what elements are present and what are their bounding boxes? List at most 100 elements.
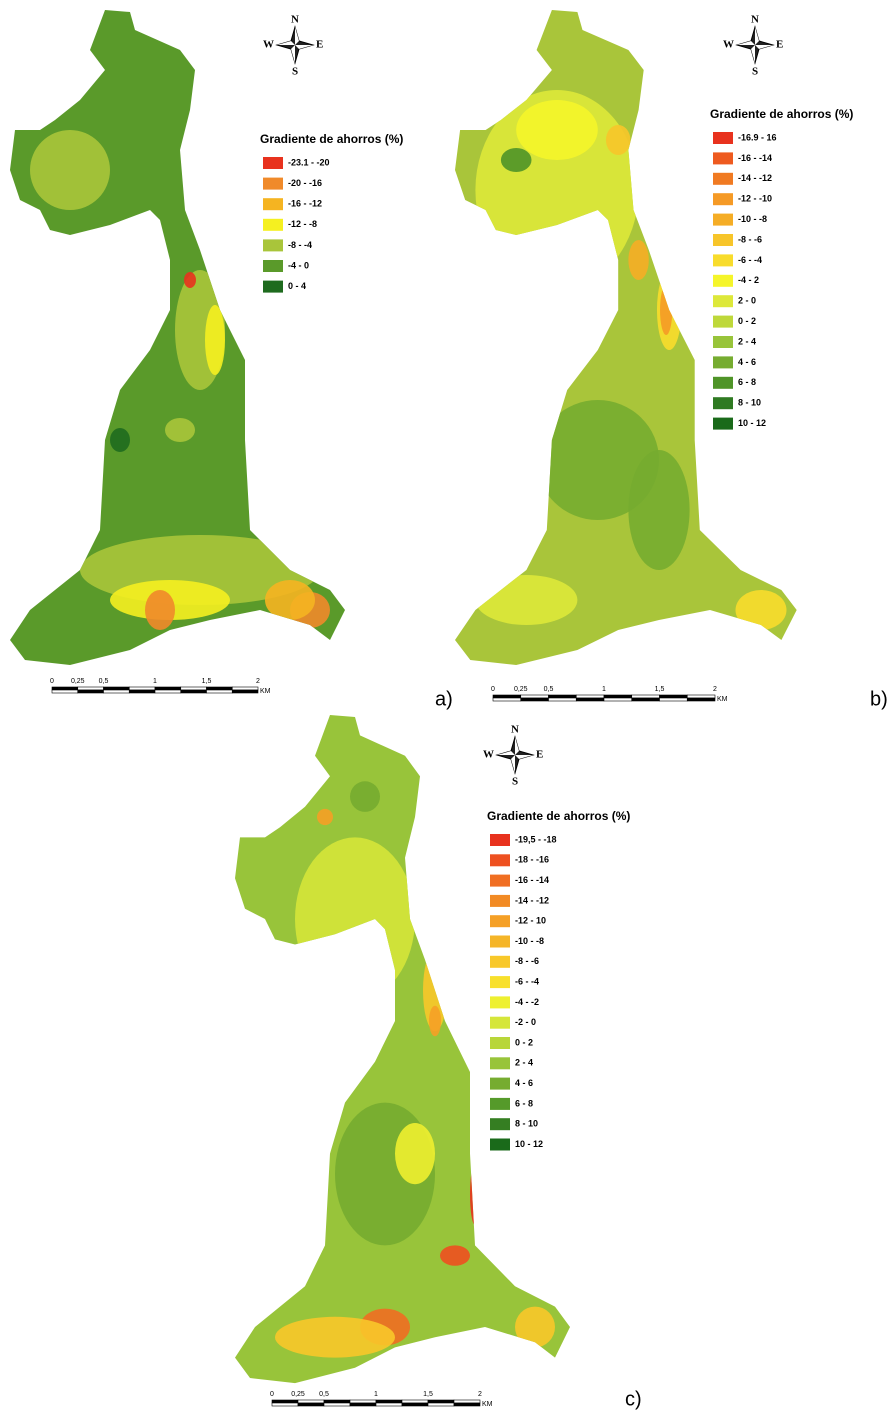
zone [295,837,415,1000]
legend-swatch [490,1057,510,1069]
legend-swatch [713,254,733,266]
panel-label: c) [625,1388,642,1410]
scale-segment [272,1400,298,1403]
scale-segment [521,698,549,701]
scale-label: 1 [602,686,606,693]
scale-segment [493,698,521,701]
legend-swatch [713,234,733,246]
scale-segment [129,690,155,693]
legend-swatch [713,152,733,164]
legend-swatch [263,219,283,231]
scale-label: 1,5 [202,678,212,685]
legend-label: 10 - 12 [515,1139,543,1149]
legend-label: 4 - 6 [738,357,756,367]
scale-segment [428,1400,454,1403]
legend-swatch [713,397,733,409]
legend-swatch [263,178,283,190]
zone [205,305,225,375]
scale-segment [454,1400,480,1403]
legend-swatch [490,936,510,948]
panel-label: b) [870,688,888,710]
scale-segment [272,1403,298,1406]
legend-label: -16.9 - 16 [738,132,777,142]
scale-segment [52,690,78,693]
zone [628,240,648,280]
legend-swatch [490,834,510,846]
zone [501,148,532,172]
legend-label: 0 - 2 [515,1037,533,1047]
zone [265,580,315,620]
zone [165,418,195,442]
legend-swatch [490,1078,510,1090]
scale-segment [298,1403,324,1406]
legend-label: -12 - -8 [288,219,317,229]
legend-swatch [713,173,733,185]
figure: NSWEGradiente de ahorros (%)-23.1 - -20-… [0,0,893,1414]
legend-label: 8 - 10 [515,1119,538,1129]
legend-label: -16 - -12 [288,199,322,209]
legend-swatch [490,1139,510,1151]
legend-title: Gradiente de ahorros (%) [710,107,853,121]
scale-segment [78,687,104,690]
legend-swatch [490,895,510,907]
compass-s: S [292,66,298,78]
scale-label: 0,5 [319,1391,329,1398]
legend-label: 6 - 8 [738,377,756,387]
legend-label: -20 - -16 [288,178,322,188]
compass-n: N [751,14,759,26]
scale-segment [660,695,688,698]
scale-label: KM [260,688,271,695]
legend-label: 2 - 4 [515,1058,533,1068]
compass-s: S [752,66,758,78]
scale-segment [549,695,577,698]
scale-segment [52,687,78,690]
legend-swatch [713,132,733,144]
zone [395,1123,435,1184]
scale-segment [402,1400,428,1403]
zone [184,272,196,288]
zone [440,1245,470,1265]
legend-label: -8 - -6 [515,956,539,966]
legend-swatch [263,157,283,169]
legend-swatch [713,214,733,226]
zone [470,1164,480,1225]
scale-segment [549,698,577,701]
legend-label: 0 - 2 [738,316,756,326]
legend-label: -12 - 10 [515,916,546,926]
legend-label: -19,5 - -18 [515,834,557,844]
scale-segment [207,690,233,693]
zone [30,130,110,210]
legend-swatch [490,875,510,887]
legend-label: -4 - -2 [515,997,539,1007]
legend-label: -12 - -10 [738,194,772,204]
legend-swatch [490,915,510,927]
zone [515,1307,555,1348]
scale-label: 2 [713,686,717,693]
legend-label: 10 - 12 [738,418,766,428]
scale-segment [521,695,549,698]
scale-segment [129,687,155,690]
scale-segment [155,687,181,690]
zone [317,809,333,825]
scale-segment [632,695,660,698]
legend-label: 4 - 6 [515,1078,533,1088]
compass: NSWE [263,14,323,78]
scale-label: 0,5 [99,678,109,685]
scale-segment [632,698,660,701]
zone [660,285,672,335]
scale-segment [576,695,604,698]
legend-label: -10 - -8 [738,214,767,224]
scale-segment [181,687,207,690]
scale-segment [376,1403,402,1406]
scale-segment [155,690,181,693]
scale-label: 2 [478,1391,482,1398]
scale-segment [660,698,688,701]
legend-swatch [490,976,510,988]
scale-segment [576,698,604,701]
legend-title: Gradiente de ahorros (%) [260,132,403,146]
legend-swatch [490,1037,510,1049]
legend-swatch [713,418,733,430]
legend-label: -2 - 0 [515,1017,536,1027]
scale-segment [324,1400,350,1403]
zone [110,428,130,452]
